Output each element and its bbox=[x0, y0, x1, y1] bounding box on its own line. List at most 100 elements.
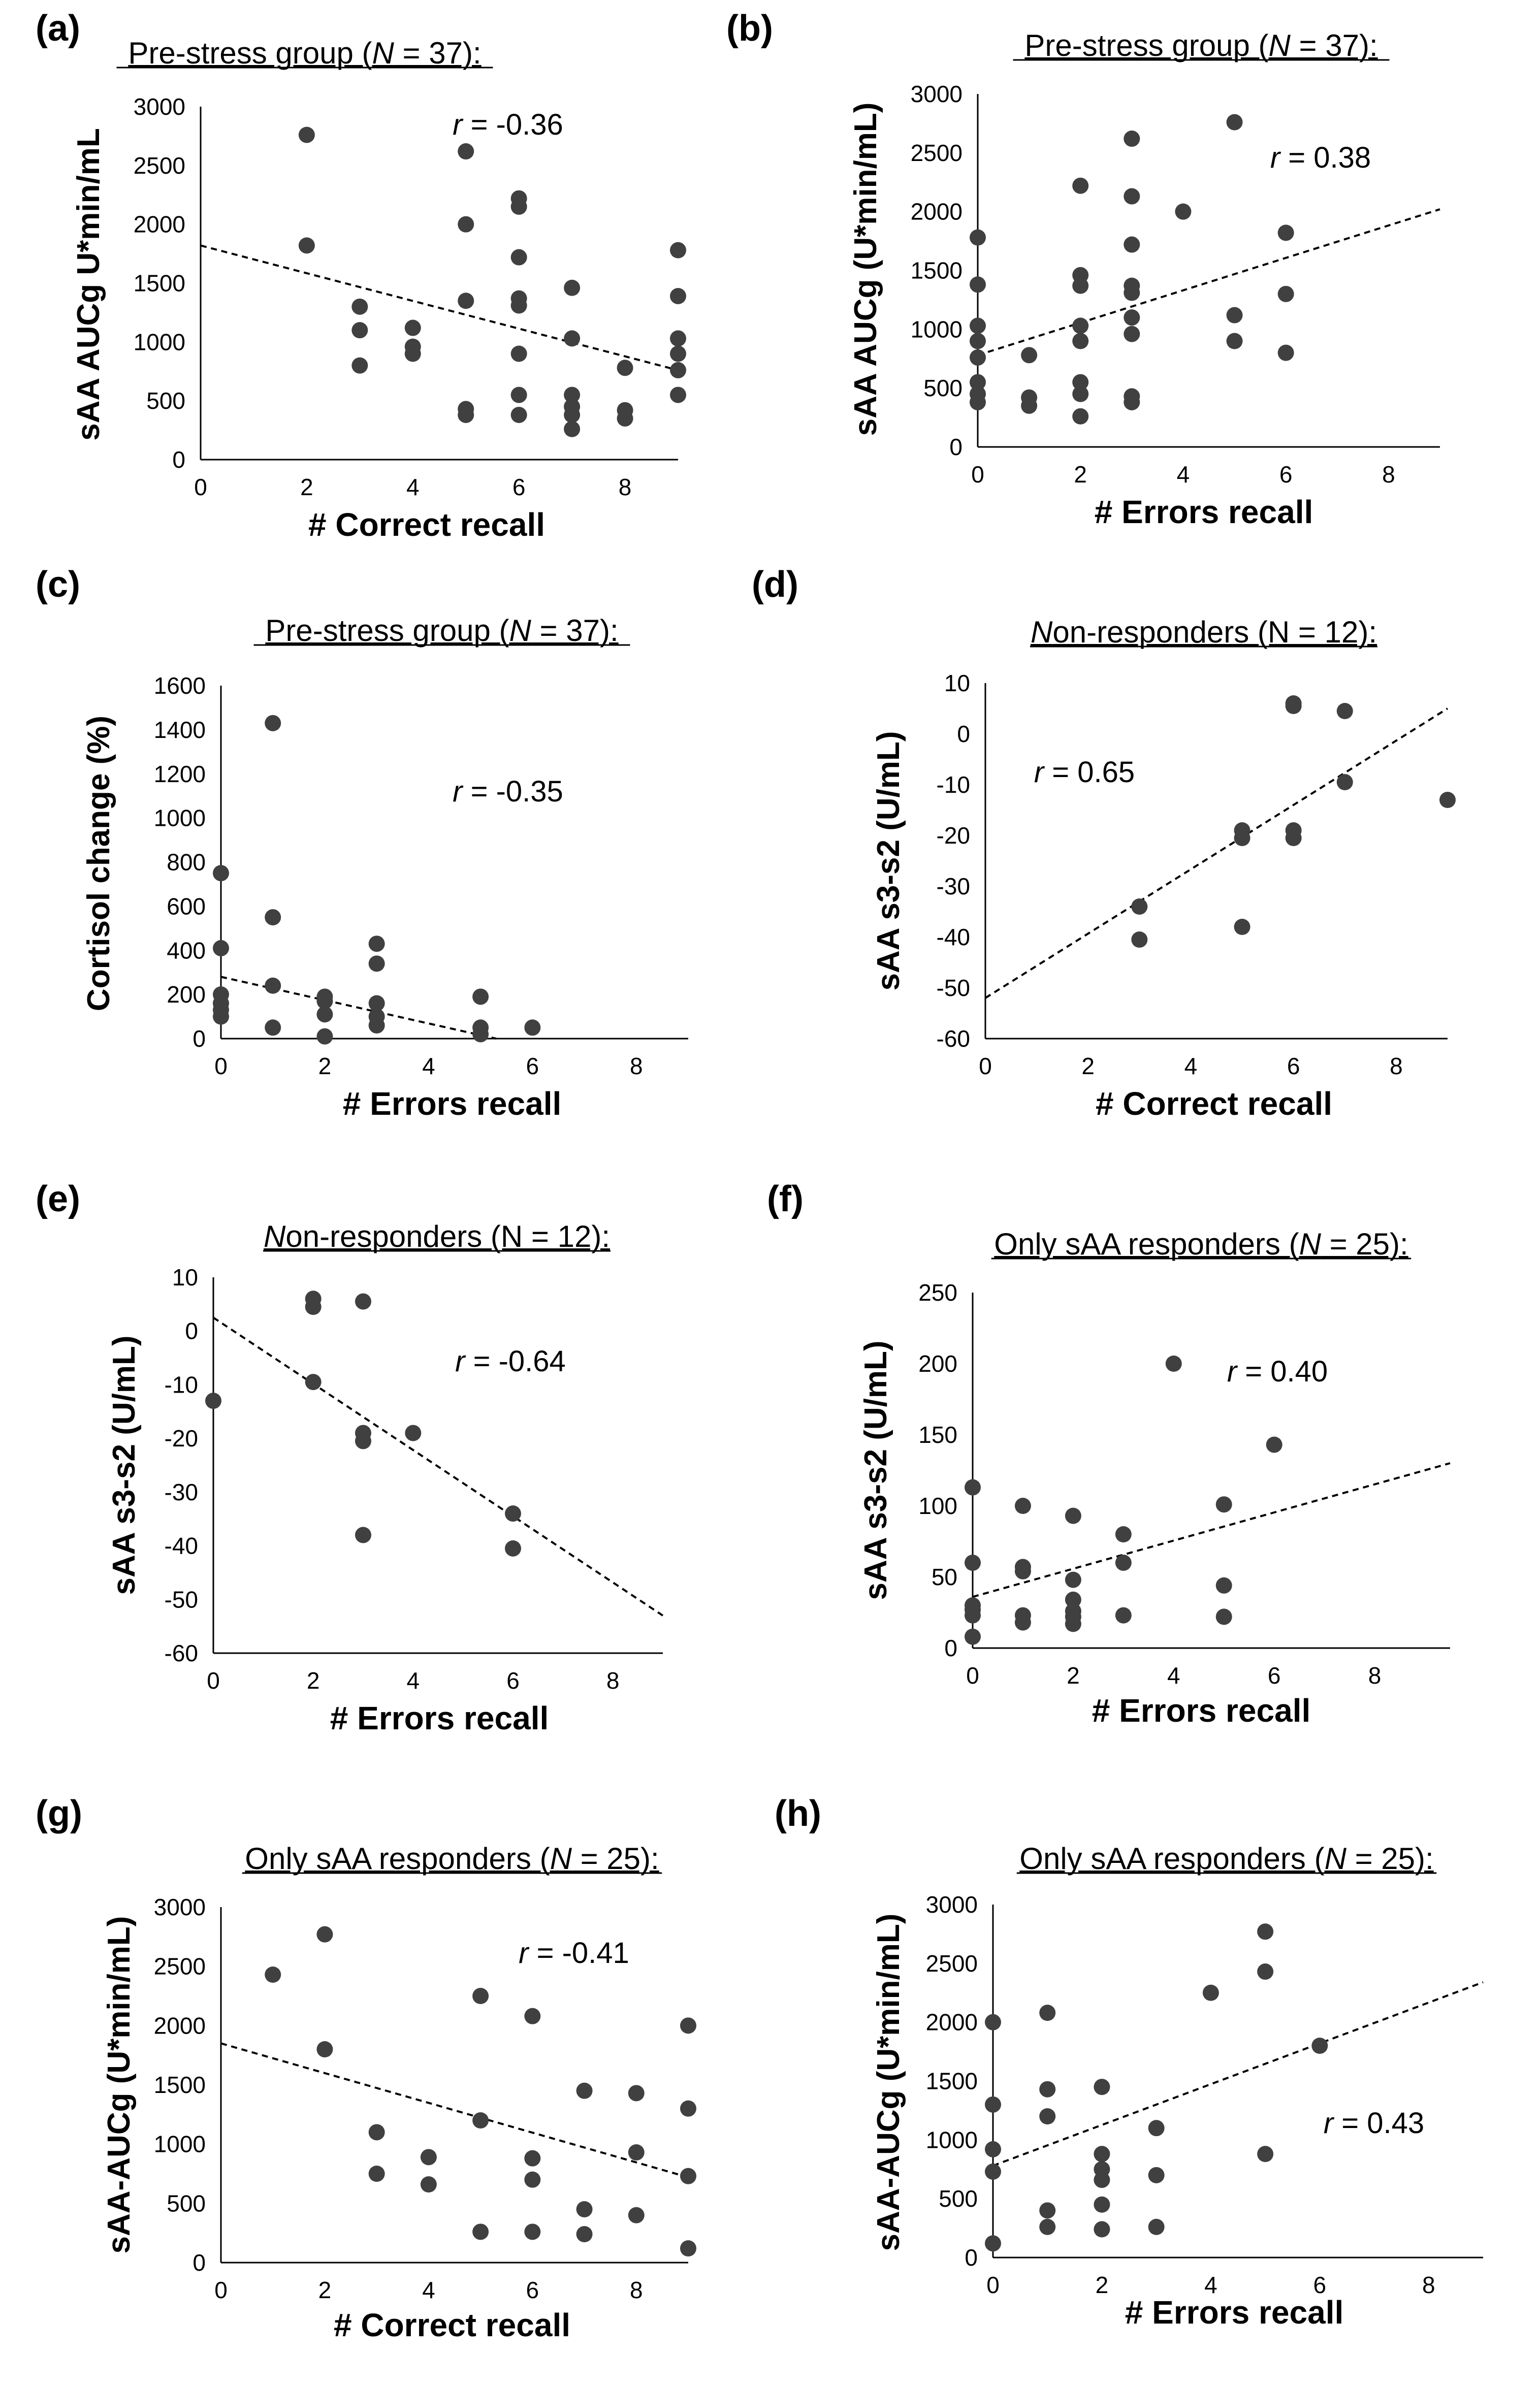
y-tick-label: 500 bbox=[923, 375, 962, 401]
y-tick-label: -40 bbox=[937, 924, 970, 950]
x-axis-label: # Errors recall bbox=[1092, 1692, 1311, 1729]
x-tick-label: 2 bbox=[1096, 2272, 1109, 2298]
data-point bbox=[368, 955, 385, 972]
data-point bbox=[1039, 2218, 1056, 2235]
x-axis-label: # Errors recall bbox=[1125, 2294, 1344, 2331]
data-point bbox=[458, 143, 474, 160]
data-point bbox=[1014, 1498, 1031, 1514]
y-tick-label: 500 bbox=[939, 2185, 978, 2212]
y-axis-label: sAA s3-s2 (U/mL) bbox=[871, 731, 906, 990]
y-tick-label: 1200 bbox=[154, 761, 206, 787]
y-tick-label: 0 bbox=[965, 2244, 978, 2271]
x-tick-label: 8 bbox=[1390, 1053, 1403, 1079]
data-point bbox=[1226, 307, 1243, 324]
data-point bbox=[458, 406, 474, 423]
data-point bbox=[368, 2166, 385, 2182]
panel-title: Non-responders (N = 12): bbox=[264, 1219, 610, 1253]
data-point bbox=[1065, 1571, 1081, 1588]
data-point bbox=[524, 2171, 541, 2188]
panel-letter: (g) bbox=[36, 1793, 82, 1834]
data-point bbox=[670, 287, 686, 304]
y-axis-label: sAA-AUCg (U*min/mL) bbox=[871, 1914, 906, 2251]
data-point bbox=[420, 2149, 437, 2166]
data-point bbox=[472, 2112, 489, 2129]
data-point bbox=[1072, 408, 1089, 425]
data-point bbox=[1115, 1555, 1132, 1571]
data-point bbox=[472, 2223, 489, 2240]
data-point bbox=[1336, 703, 1353, 719]
x-tick-label: 0 bbox=[979, 1053, 992, 1079]
data-point bbox=[510, 406, 527, 423]
panel-title: Only sAA responders (N = 25): bbox=[994, 1227, 1408, 1261]
x-tick-label: 4 bbox=[406, 474, 420, 500]
data-point bbox=[316, 1926, 333, 1943]
data-point bbox=[1266, 1436, 1282, 1453]
data-point bbox=[505, 1540, 521, 1557]
trend-line bbox=[212, 1316, 664, 1617]
data-point bbox=[965, 1607, 981, 1624]
x-tick-label: 8 bbox=[630, 1053, 643, 1079]
x-tick-label: 2 bbox=[318, 2277, 332, 2303]
data-point bbox=[970, 394, 986, 410]
data-point bbox=[576, 2082, 593, 2099]
data-point bbox=[458, 293, 474, 309]
y-tick-label: 0 bbox=[192, 1025, 206, 1052]
y-tick-label: 0 bbox=[949, 434, 962, 460]
y-axis-label: sAA-AUCg (U*min/mL) bbox=[102, 1916, 137, 2254]
data-point bbox=[965, 1555, 981, 1571]
data-point bbox=[1285, 698, 1302, 714]
data-point bbox=[1148, 2120, 1165, 2137]
data-point bbox=[628, 2207, 645, 2223]
panel-title: Pre-stress group (N = 37): bbox=[128, 36, 481, 70]
data-point bbox=[680, 2168, 696, 2184]
y-tick-label: -10 bbox=[937, 771, 970, 798]
data-point bbox=[1094, 2146, 1110, 2163]
data-point bbox=[617, 410, 633, 427]
data-point bbox=[205, 1393, 221, 1409]
data-point bbox=[1021, 347, 1038, 364]
data-point bbox=[1124, 236, 1140, 253]
data-point bbox=[1215, 1608, 1232, 1625]
data-point bbox=[1277, 224, 1294, 241]
y-tick-label: 3000 bbox=[911, 81, 962, 107]
x-tick-label: 8 bbox=[1368, 1662, 1382, 1689]
trend-line bbox=[220, 976, 497, 1040]
y-tick-label: 0 bbox=[957, 721, 970, 747]
panel-title: Only sAA responders (N = 25): bbox=[1019, 1842, 1433, 1876]
x-tick-label: 0 bbox=[966, 1662, 979, 1689]
correlation-label: r = 0.40 bbox=[1227, 1355, 1328, 1388]
data-point bbox=[355, 1433, 371, 1449]
data-point bbox=[1039, 2108, 1056, 2124]
x-tick-label: 4 bbox=[1177, 461, 1190, 488]
panel-g: (g) Only sAA responders (N = 25): 0 500 1000… bbox=[36, 1793, 696, 2343]
y-tick-label: 1500 bbox=[154, 2072, 206, 2098]
data-point bbox=[670, 362, 686, 378]
data-point bbox=[1311, 2038, 1328, 2054]
data-point bbox=[564, 421, 581, 437]
y-tick-label: 200 bbox=[918, 1350, 957, 1377]
data-point bbox=[1065, 1616, 1081, 1632]
y-tick-label: 0 bbox=[944, 1635, 957, 1661]
x-axis-label: # Errors recall bbox=[343, 1085, 562, 1122]
x-tick-label: 2 bbox=[300, 474, 313, 500]
x-tick-label: 2 bbox=[318, 1053, 332, 1079]
x-tick-label: 2 bbox=[1074, 461, 1087, 488]
data-point bbox=[564, 330, 581, 347]
x-tick-label: 4 bbox=[407, 1667, 420, 1694]
y-axis-label: Cortisol change (%) bbox=[81, 716, 116, 1011]
data-point bbox=[1072, 385, 1089, 402]
x-tick-label: 4 bbox=[422, 1053, 435, 1079]
x-tick-label: 2 bbox=[1081, 1053, 1095, 1079]
data-point bbox=[1215, 1496, 1232, 1513]
data-point bbox=[670, 345, 686, 362]
data-point bbox=[970, 333, 986, 349]
data-point bbox=[404, 345, 421, 362]
x-tick-label: 8 bbox=[1422, 2272, 1435, 2298]
y-tick-label: 150 bbox=[918, 1422, 957, 1448]
panel-letter: (f) bbox=[767, 1179, 804, 1219]
data-point bbox=[1094, 2172, 1110, 2188]
data-point bbox=[472, 1988, 489, 2004]
y-tick-label: 3000 bbox=[154, 1894, 206, 1920]
data-point bbox=[1115, 1607, 1132, 1624]
